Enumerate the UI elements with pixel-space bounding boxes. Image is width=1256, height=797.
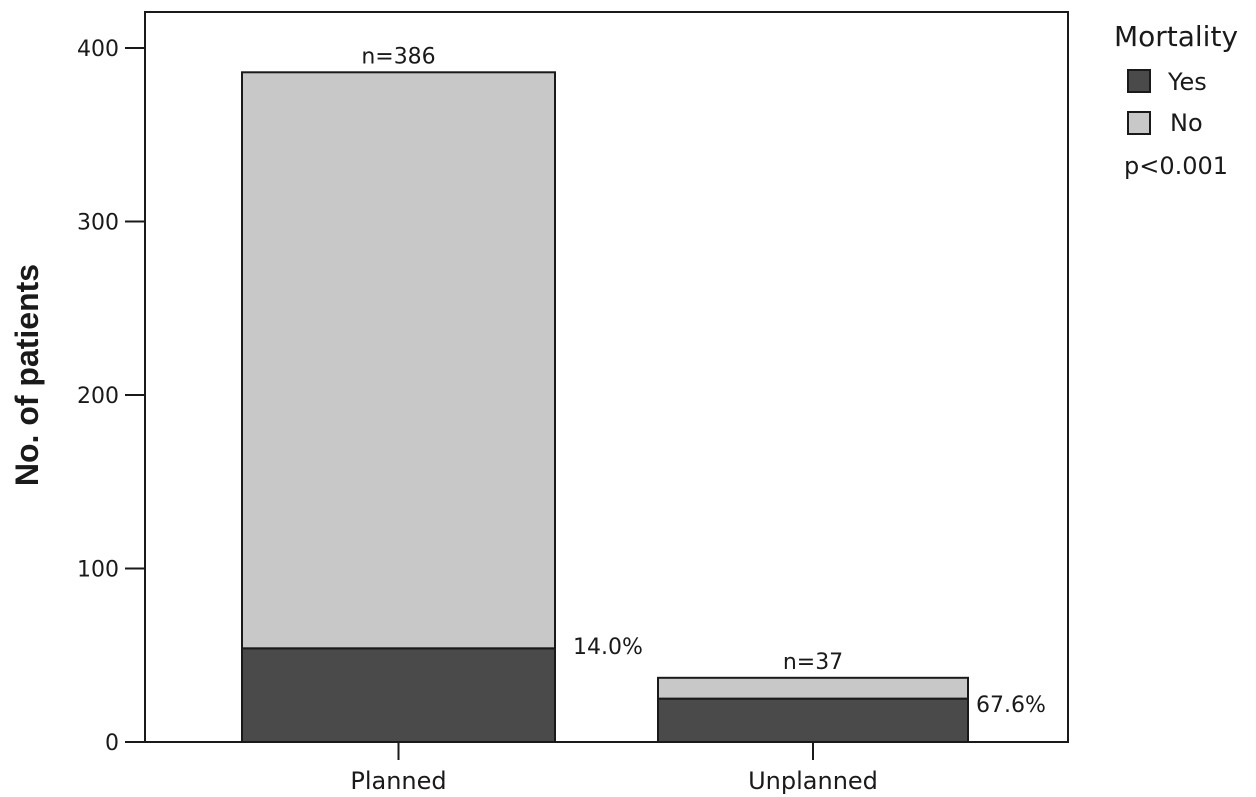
bar-planned-yes [241, 647, 556, 743]
labels: Planned n=386 14.0% Unplanned n=37 67.6% [350, 44, 1046, 795]
bar-planned-no [241, 71, 556, 650]
y-tick-label: 300 [77, 211, 119, 236]
legend-title: Mortality [1114, 20, 1238, 53]
y-tick-label: 0 [105, 731, 119, 756]
y-tick-label: 200 [77, 384, 119, 409]
legend-swatch-no [1127, 111, 1151, 135]
legend: Mortality Yes No p<0.001 [1114, 20, 1238, 180]
total-label-planned: n=386 [361, 44, 435, 69]
percent-label-unplanned: 67.6% [976, 693, 1046, 718]
y-axis-label: No. of patients [9, 264, 45, 486]
total-label-unplanned: n=37 [783, 650, 843, 675]
y-tick-label: 400 [77, 37, 119, 62]
y-tick-label: 100 [77, 558, 119, 583]
percent-label-planned: 14.0% [573, 635, 643, 660]
bars [241, 71, 969, 743]
bar-unplanned-yes [657, 697, 969, 743]
legend-label-no: No [1170, 109, 1203, 137]
legend-pvalue: p<0.001 [1124, 152, 1228, 180]
axes: 0 100 200 300 400 [77, 11, 1069, 760]
x-tick-label-unplanned: Unplanned [748, 767, 878, 795]
plot-frame [144, 11, 1069, 743]
legend-swatch-yes [1127, 69, 1151, 93]
bar-unplanned-no [657, 676, 969, 700]
legend-label-yes: Yes [1167, 68, 1207, 96]
x-tick-label-planned: Planned [350, 767, 446, 795]
